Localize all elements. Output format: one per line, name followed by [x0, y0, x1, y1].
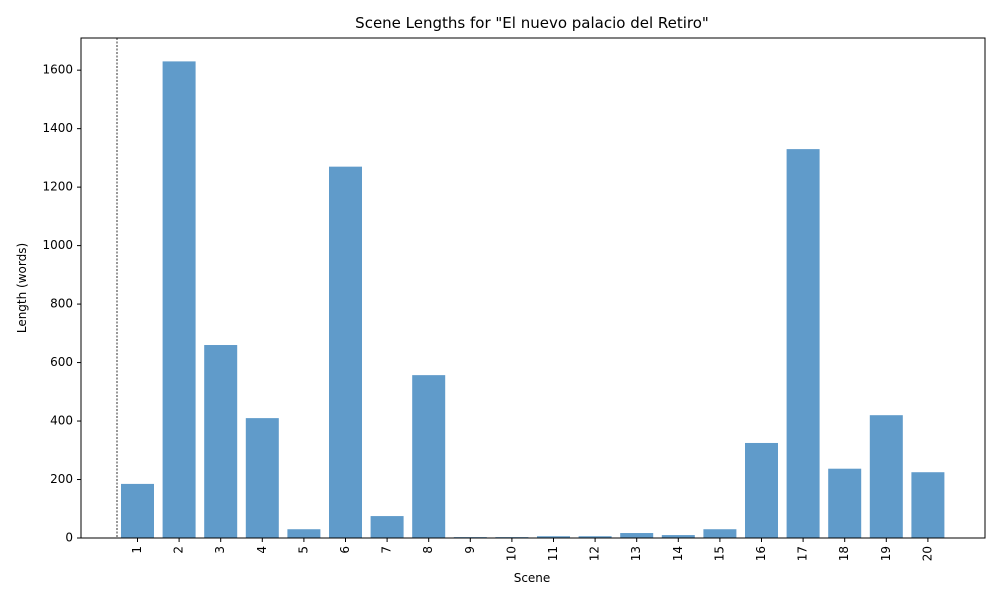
- bar-scene-17: [786, 149, 820, 538]
- x-tick-label: 16: [754, 546, 768, 561]
- bar-scene-20: [911, 472, 945, 538]
- x-tick-label: 15: [712, 546, 726, 561]
- x-tick-label: 4: [255, 546, 269, 554]
- y-tick-label: 600: [50, 355, 73, 369]
- x-axis-label: Scene: [514, 571, 551, 585]
- bar-scene-13: [620, 533, 654, 538]
- bar-scene-1: [121, 483, 154, 538]
- x-tick-label: 18: [837, 546, 851, 561]
- bar-scene-14: [661, 535, 695, 538]
- y-tick-label: 1200: [42, 180, 73, 194]
- bar-scene-6: [329, 166, 362, 538]
- y-tick-label: 200: [50, 472, 73, 486]
- y-axis-label: Length (words): [15, 243, 29, 333]
- bar-scene-2: [162, 61, 196, 538]
- y-tick-label: 0: [65, 531, 73, 545]
- x-tick-label: 12: [588, 546, 602, 561]
- bar-scene-16: [745, 442, 778, 538]
- plot-frame: [80, 37, 986, 539]
- x-tick-label: 8: [421, 546, 435, 554]
- x-tick-label: 5: [296, 546, 310, 554]
- bar-scene-11: [537, 536, 570, 538]
- x-tick-label: 14: [671, 546, 685, 561]
- bar-scene-3: [204, 345, 238, 538]
- y-tick-label: 1400: [42, 121, 73, 135]
- x-tick-label: 13: [629, 546, 643, 561]
- bar-scene-12: [578, 536, 612, 538]
- x-axis: 1 2 3 4 5 6 7 8 9 10 11 12 13 14 15 16 17 18 19 20: [130, 538, 934, 561]
- bar-scene-7: [370, 516, 404, 538]
- x-tick-label: 10: [504, 546, 518, 561]
- x-tick-label: 6: [338, 546, 352, 554]
- bar-scene-18: [828, 468, 862, 538]
- bar-scene-15: [703, 529, 737, 538]
- x-tick-label: 3: [213, 546, 227, 554]
- x-tick-label: 17: [796, 546, 810, 561]
- bar-scene-8: [412, 375, 446, 538]
- y-axis: 0 200 400 600 800 1000 1200 1400 1600: [42, 63, 81, 545]
- x-tick-label: 11: [546, 546, 560, 561]
- bar-scene-4: [245, 418, 279, 538]
- chart-title: Scene Lengths for "El nuevo palacio del …: [355, 14, 709, 32]
- x-tick-label: 19: [879, 546, 893, 561]
- y-tick-label: 800: [50, 297, 73, 311]
- y-tick-label: 1600: [42, 63, 73, 77]
- bars-group: [121, 61, 945, 538]
- x-tick-label: 20: [920, 546, 934, 561]
- bar-scene-19: [869, 415, 903, 538]
- y-tick-label: 400: [50, 414, 73, 428]
- bar-scene-5: [287, 529, 321, 538]
- x-tick-label: 7: [380, 546, 394, 554]
- y-tick-label: 1000: [42, 238, 73, 252]
- x-tick-label: 1: [130, 546, 144, 554]
- x-tick-label: 9: [463, 546, 477, 554]
- x-tick-label: 2: [172, 546, 186, 554]
